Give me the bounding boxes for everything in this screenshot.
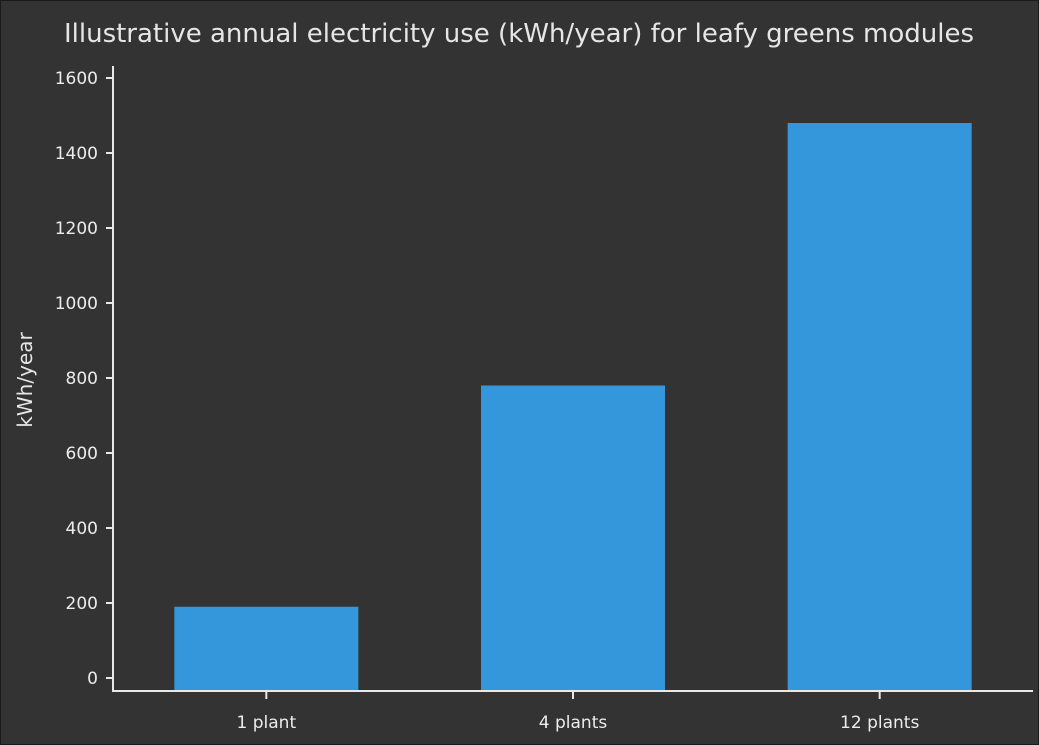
y-tick-label: 600 — [66, 444, 98, 464]
x-axis-ticks: 1 plant 4 plants 12 plants — [237, 691, 919, 733]
y-tick-label: 200 — [66, 594, 98, 614]
bar — [174, 606, 359, 691]
bar — [787, 123, 972, 691]
bar — [481, 385, 665, 691]
y-tick-label: 1600 — [55, 69, 98, 89]
y-tick-label: 1400 — [55, 144, 98, 164]
x-tick-label: 12 plants — [840, 713, 919, 733]
y-tick-label: 0 — [87, 669, 98, 689]
chart-title: Illustrative annual electricity use (kWh… — [64, 19, 974, 49]
y-tick-label: 800 — [66, 369, 98, 389]
y-tick-label: 1000 — [55, 294, 98, 314]
x-tick-label: 4 plants — [539, 713, 608, 733]
bars — [174, 123, 972, 691]
x-tick-label: 1 plant — [237, 713, 297, 733]
y-tick-label: 1200 — [55, 219, 98, 239]
y-axis-title: kWh/year — [13, 332, 37, 428]
y-tick-label: 400 — [66, 519, 98, 539]
y-axis-ticks: 0 200 400 600 800 1000 1200 1400 1600 — [55, 69, 113, 689]
